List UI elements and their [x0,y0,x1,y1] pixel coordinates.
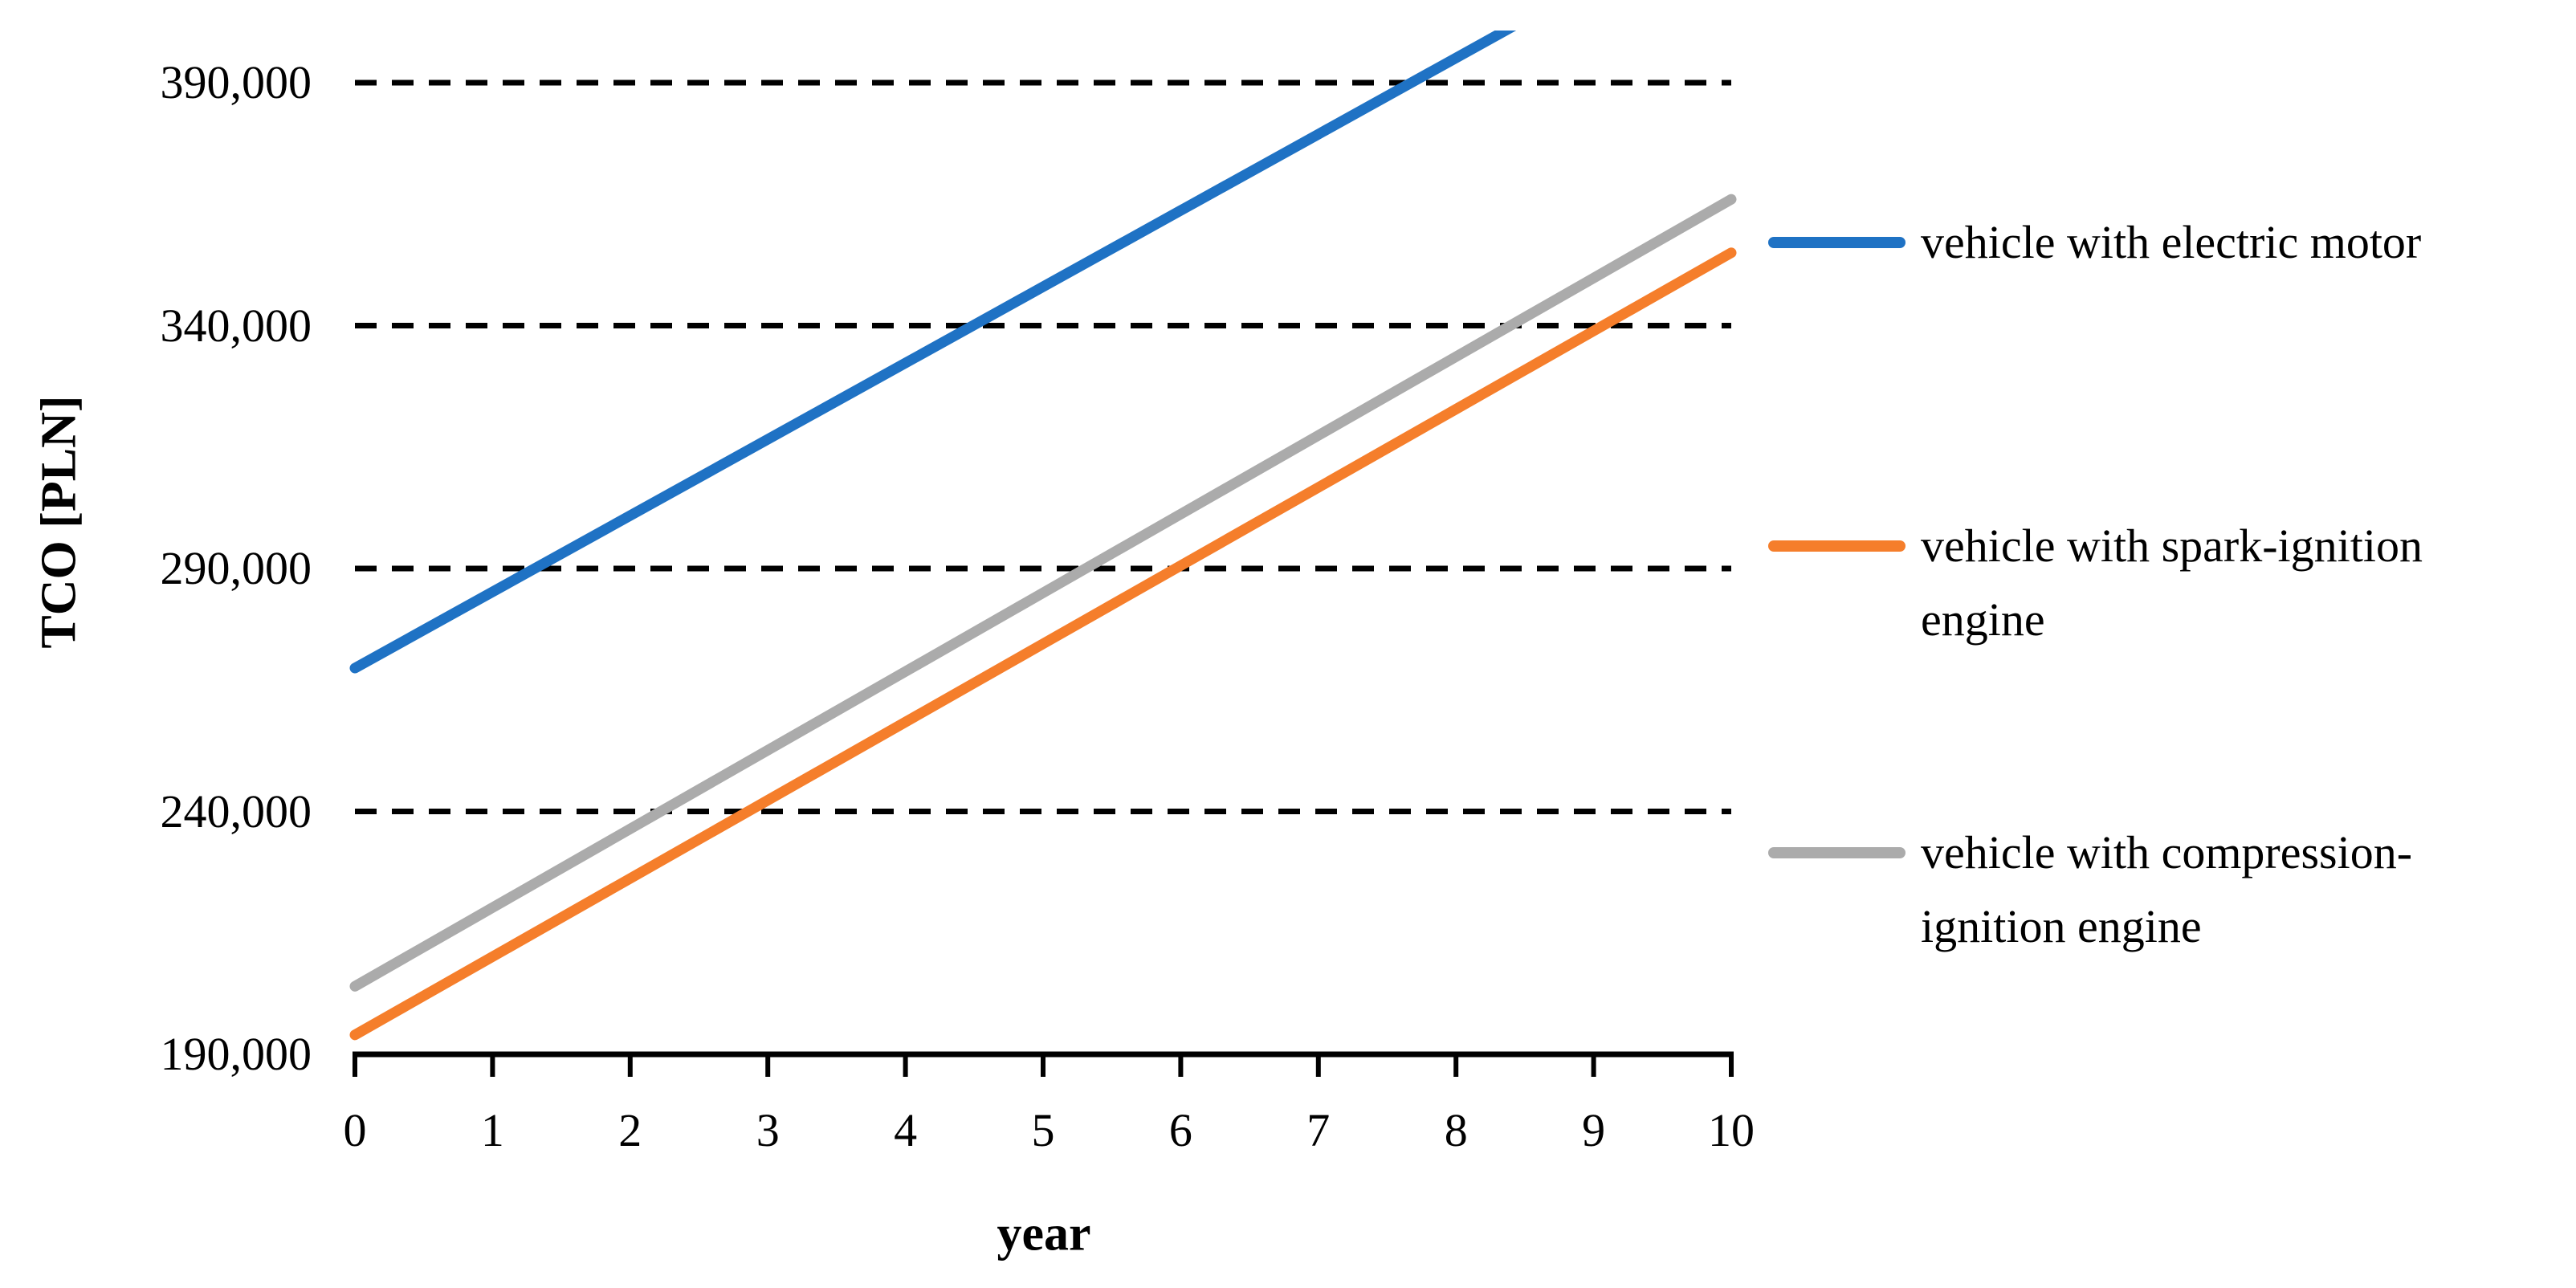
y-tick-label-240000: 240,000 [160,785,312,838]
x-tick-label-9: 9 [1582,1104,1606,1156]
x-tick-label-5: 5 [1031,1104,1055,1156]
legend-label-compression-ignition: vehicle with compression-ignition engine [1921,826,2413,952]
gridlines [355,79,1731,814]
x-tick-label-3: 3 [756,1104,780,1156]
x-tick-label-6: 6 [1168,1104,1192,1156]
x-tick-label-7: 7 [1306,1104,1331,1156]
legend-label-electric-motor: vehicle with electric motor [1921,216,2422,268]
x-tick-label-4: 4 [894,1104,918,1156]
x-tick-label-10: 10 [1708,1104,1755,1156]
y-tick-label-290000: 290,000 [160,542,312,594]
electric-motor-line [349,31,1517,674]
spark-ignition-line [349,247,1737,1041]
x-axis [353,1051,1734,1077]
electric-motor-legend-swatch-icon [1768,237,1906,248]
legend-label-spark-ignition: vehicle with spark-ignition engine [1921,520,2423,646]
y-tick-label-340000: 340,000 [160,299,312,352]
x-tick-label-0: 0 [343,1104,367,1156]
compression-ignition-line [349,194,1737,992]
x-tick-label-8: 8 [1444,1104,1468,1156]
x-tick-label-2: 2 [618,1104,642,1156]
x-axis-title: year [997,1206,1091,1262]
spark-ignition-legend-swatch-icon [1768,540,1906,552]
y-axis-title: TCO [PLN] [31,395,87,649]
x-tick-label-1: 1 [480,1104,504,1156]
y-tick-label-190000: 190,000 [160,1028,312,1080]
y-tick-label-390000: 390,000 [160,56,312,108]
compression-ignition-legend-swatch-icon [1768,847,1906,858]
